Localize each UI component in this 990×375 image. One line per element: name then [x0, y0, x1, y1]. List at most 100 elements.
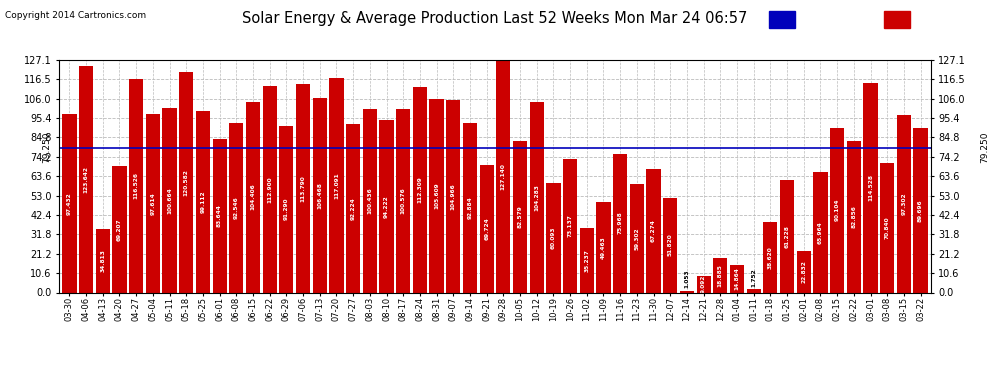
Text: 92.224: 92.224: [350, 197, 355, 219]
Bar: [463, 123, 477, 292]
Text: Solar Energy & Average Production Last 52 Weeks Mon Mar 24 06:57: Solar Energy & Average Production Last 5…: [243, 11, 747, 26]
Bar: [496, 60, 511, 292]
Bar: [769, 12, 795, 28]
Text: 100.576: 100.576: [401, 187, 406, 214]
Text: 100.436: 100.436: [367, 187, 372, 214]
Text: 9.092: 9.092: [701, 275, 706, 293]
Text: 1.053: 1.053: [684, 269, 689, 288]
Text: 94.222: 94.222: [384, 195, 389, 218]
Text: 104.406: 104.406: [250, 184, 255, 210]
Text: 123.642: 123.642: [83, 166, 88, 193]
Text: 89.696: 89.696: [918, 199, 923, 222]
Bar: [830, 128, 844, 292]
Bar: [596, 202, 611, 292]
Bar: [563, 159, 577, 292]
Text: Copyright 2014 Cartronics.com: Copyright 2014 Cartronics.com: [5, 11, 147, 20]
Bar: [96, 229, 110, 292]
Bar: [379, 120, 394, 292]
Text: 83.644: 83.644: [217, 204, 222, 227]
Bar: [713, 258, 728, 292]
Bar: [814, 172, 828, 292]
Bar: [79, 66, 93, 292]
Text: 38.620: 38.620: [768, 246, 773, 268]
Text: 97.302: 97.302: [902, 192, 907, 215]
Bar: [129, 80, 144, 292]
Bar: [330, 78, 344, 292]
Text: 114.528: 114.528: [868, 174, 873, 201]
Bar: [279, 126, 293, 292]
Text: 18.885: 18.885: [718, 264, 723, 286]
Bar: [646, 170, 660, 292]
Text: 127.140: 127.140: [501, 163, 506, 190]
Bar: [313, 98, 327, 292]
Bar: [680, 291, 694, 292]
Text: Average  (kWh): Average (kWh): [797, 15, 867, 24]
Text: 99.112: 99.112: [200, 190, 206, 213]
Bar: [530, 102, 544, 292]
Text: 112.309: 112.309: [418, 176, 423, 203]
Bar: [880, 163, 894, 292]
Bar: [213, 140, 227, 292]
Bar: [863, 83, 877, 292]
Text: 51.820: 51.820: [667, 234, 673, 256]
Bar: [362, 109, 377, 292]
Bar: [246, 102, 260, 292]
Bar: [479, 165, 494, 292]
Text: 105.609: 105.609: [434, 183, 440, 209]
Text: 59.302: 59.302: [635, 227, 640, 250]
Bar: [580, 228, 594, 292]
Text: 91.290: 91.290: [284, 198, 289, 220]
Bar: [196, 111, 210, 292]
Text: 112.900: 112.900: [267, 176, 272, 203]
Bar: [146, 114, 160, 292]
Text: 120.582: 120.582: [184, 169, 189, 196]
Bar: [513, 141, 527, 292]
Text: 104.966: 104.966: [450, 183, 455, 210]
Bar: [413, 87, 427, 292]
Text: Weekly  (kWh): Weekly (kWh): [912, 15, 977, 24]
Text: 116.526: 116.526: [134, 172, 139, 200]
Text: 90.104: 90.104: [835, 199, 840, 221]
Bar: [346, 124, 360, 292]
Text: 69.207: 69.207: [117, 218, 122, 240]
Text: 117.091: 117.091: [334, 172, 339, 199]
Bar: [262, 86, 277, 292]
Text: 35.237: 35.237: [584, 249, 589, 272]
Text: 22.832: 22.832: [801, 260, 806, 283]
Bar: [630, 184, 644, 292]
Text: 34.813: 34.813: [100, 249, 105, 272]
Text: 65.964: 65.964: [818, 221, 823, 243]
Bar: [780, 180, 794, 292]
Text: 79.250: 79.250: [42, 132, 51, 163]
Bar: [113, 166, 127, 292]
Text: 61.228: 61.228: [784, 225, 790, 248]
Text: 60.093: 60.093: [550, 226, 556, 249]
Text: 104.283: 104.283: [535, 184, 540, 210]
Bar: [663, 198, 677, 292]
Bar: [162, 108, 176, 292]
Text: 75.968: 75.968: [618, 211, 623, 234]
Bar: [62, 114, 76, 292]
Bar: [613, 153, 628, 292]
Text: 106.468: 106.468: [317, 182, 323, 209]
Bar: [179, 72, 193, 292]
Text: 73.137: 73.137: [567, 214, 572, 237]
Text: 69.724: 69.724: [484, 217, 489, 240]
Bar: [430, 99, 444, 292]
Bar: [396, 108, 410, 292]
Text: 14.864: 14.864: [735, 267, 740, 290]
Text: 1.752: 1.752: [751, 268, 756, 286]
Bar: [730, 265, 744, 292]
Bar: [797, 251, 811, 292]
Text: 97.432: 97.432: [67, 192, 72, 215]
Text: 70.840: 70.840: [885, 216, 890, 239]
Bar: [296, 84, 310, 292]
Bar: [546, 183, 560, 292]
Bar: [230, 123, 244, 292]
Bar: [697, 276, 711, 292]
Text: 92.884: 92.884: [467, 196, 472, 219]
Text: 100.664: 100.664: [167, 187, 172, 214]
Text: 82.579: 82.579: [518, 206, 523, 228]
Bar: [746, 289, 760, 292]
Bar: [763, 222, 777, 292]
